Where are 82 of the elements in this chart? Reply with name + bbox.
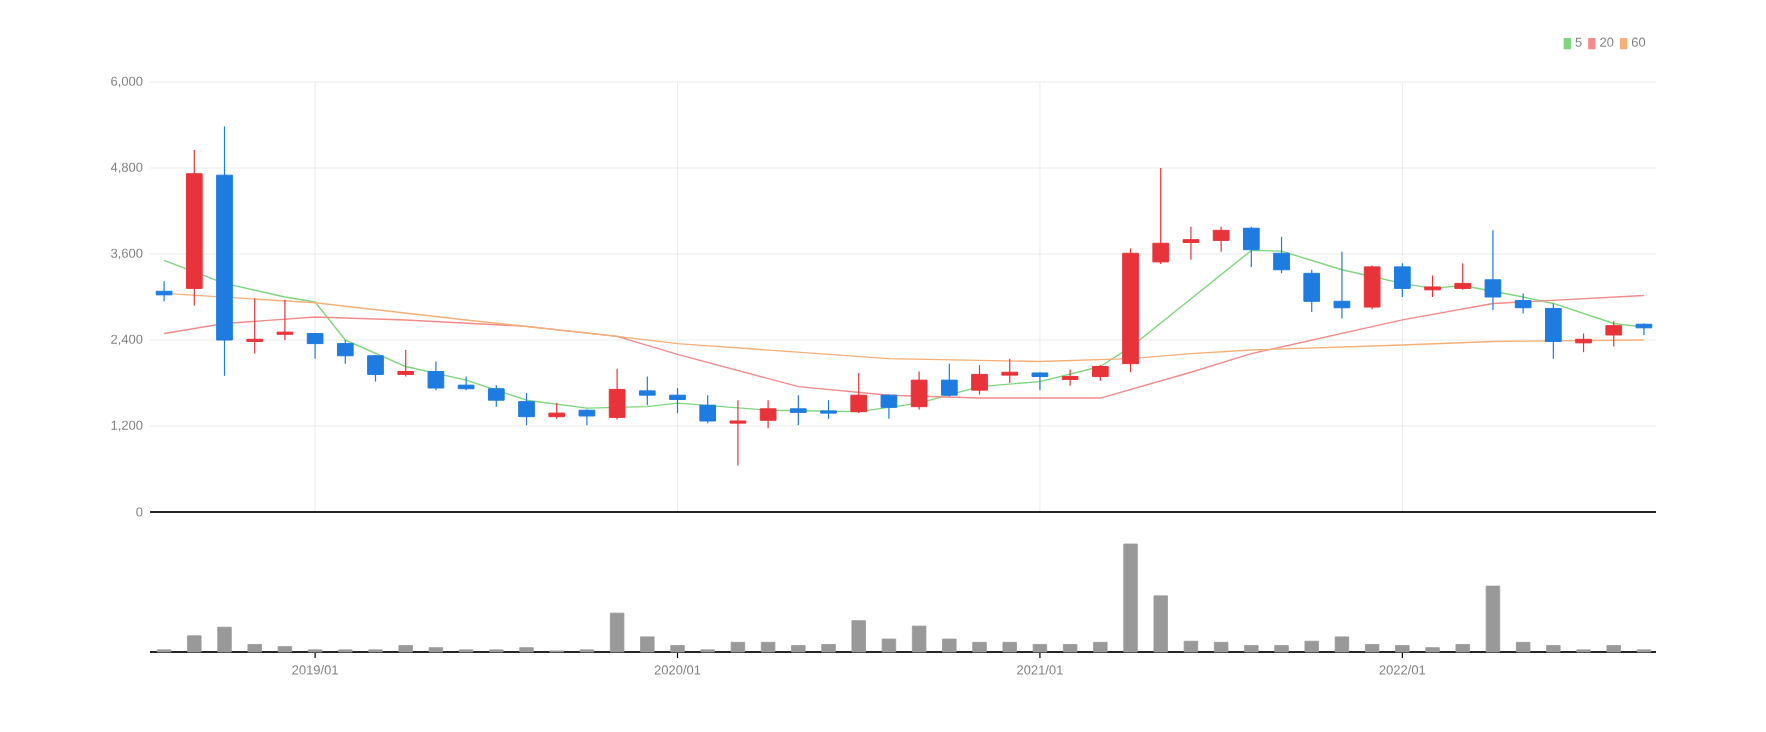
- candlestick: [759, 399, 777, 429]
- candlestick: [457, 375, 475, 391]
- candlestick: [789, 394, 807, 426]
- bar: [911, 625, 927, 653]
- bar: [398, 645, 413, 653]
- bar: [1123, 543, 1138, 653]
- bar: [1395, 645, 1410, 653]
- candlestick: [1182, 226, 1200, 261]
- bar: [881, 638, 897, 653]
- candlestick: [276, 299, 294, 341]
- candlestick: [971, 364, 988, 396]
- bar: [972, 641, 987, 653]
- candlestick: [1484, 229, 1502, 311]
- candlestick: [1363, 264, 1381, 310]
- candlestick: [669, 387, 686, 414]
- bar: [1213, 641, 1229, 653]
- candlestick: [880, 393, 898, 420]
- candlestick: [638, 375, 656, 406]
- candlestick: [518, 392, 535, 426]
- bar: [1455, 644, 1470, 653]
- candlestick: [246, 297, 264, 355]
- bar: [1546, 645, 1561, 653]
- candlestick: [820, 399, 837, 420]
- candlestick: [1273, 236, 1290, 274]
- bar: [851, 620, 866, 653]
- candlestick: [1242, 226, 1260, 268]
- candlestick: [1061, 368, 1079, 387]
- bar: [760, 641, 776, 653]
- bar: [1032, 644, 1048, 653]
- bar: [217, 626, 232, 653]
- bar: [1485, 585, 1501, 653]
- candlestick: [1393, 262, 1411, 298]
- candlestick: [1424, 274, 1441, 298]
- candlestick: [729, 399, 747, 467]
- candlestick: [910, 370, 928, 411]
- candlestick: [336, 339, 354, 365]
- candlestick: [427, 360, 445, 391]
- candlestick: [1001, 358, 1019, 384]
- bar: [942, 638, 957, 653]
- candlestick: [1605, 320, 1623, 348]
- bar: [670, 645, 685, 653]
- candlestick: [155, 280, 173, 302]
- candlestick: [1514, 292, 1532, 315]
- candlestick: [1575, 332, 1592, 353]
- candlestick: [1031, 371, 1049, 391]
- bar: [1183, 640, 1199, 653]
- candlestick: [1303, 269, 1321, 313]
- candlestick: [1212, 226, 1230, 253]
- bar: [519, 647, 534, 653]
- candlestick: [1544, 302, 1562, 360]
- bar: [791, 645, 806, 653]
- bar: [1062, 644, 1078, 653]
- bar: [1002, 641, 1017, 653]
- bar: [277, 646, 293, 653]
- candlestick: [608, 368, 626, 421]
- bar: [1515, 641, 1531, 653]
- bar: [1606, 645, 1621, 653]
- bar: [187, 635, 202, 653]
- bar: [428, 647, 444, 653]
- candlestick: [850, 372, 868, 414]
- bar: [640, 636, 655, 653]
- bar: [1244, 645, 1259, 653]
- bar: [247, 644, 262, 653]
- bar: [821, 644, 836, 653]
- candlestick: [306, 332, 324, 360]
- bar: [1093, 641, 1108, 653]
- candlestick: [940, 363, 958, 398]
- bar: [1364, 644, 1380, 653]
- candlestick: [1333, 251, 1351, 320]
- candlestick: [487, 384, 505, 408]
- bar: [1334, 636, 1350, 653]
- bar: [730, 641, 746, 653]
- candlestick: [1152, 167, 1170, 265]
- candlestick: [699, 394, 717, 424]
- bar: [1274, 645, 1289, 653]
- bar: [1153, 595, 1168, 653]
- bar: [609, 612, 625, 653]
- candlestick: [367, 354, 384, 383]
- candlestick: [397, 349, 415, 378]
- bar: [1425, 647, 1440, 653]
- bar: [1304, 640, 1319, 653]
- candlestick: [1454, 262, 1472, 291]
